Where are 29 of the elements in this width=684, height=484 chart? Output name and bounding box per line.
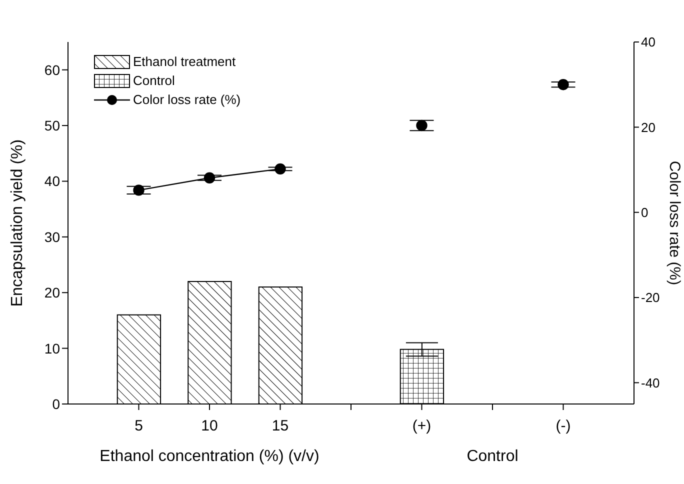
x-axis-title: Ethanol concentration (%) (v/v) xyxy=(98,448,320,466)
y2-tick-label: 0 xyxy=(641,204,648,220)
point xyxy=(204,172,216,184)
y2-axis-title: Color loss rate (%) xyxy=(665,160,684,288)
point xyxy=(558,78,569,90)
y-tick-label: 20 xyxy=(44,284,60,301)
point xyxy=(274,163,286,175)
y2-tick-label: -40 xyxy=(641,375,660,390)
y-tick-label: 40 xyxy=(44,173,60,190)
y2-tick-label: 40 xyxy=(641,34,656,50)
point xyxy=(133,184,144,196)
x-tick-label: (+) xyxy=(412,418,432,435)
x-tick-label: 5 xyxy=(134,418,143,435)
y-tick-label: 10 xyxy=(44,340,60,356)
y-tick-label: 0 xyxy=(52,396,60,412)
text: Control xyxy=(466,448,520,466)
legend-label: Color loss rate (%) xyxy=(133,92,241,107)
y-axis-title: Encapsulation yield (%) xyxy=(8,138,27,309)
legend-label: Control xyxy=(133,73,175,88)
legend-label: Ethanol treatment xyxy=(133,54,236,69)
x-tick-label: 10 xyxy=(201,418,218,435)
y2-tick-label: -20 xyxy=(641,290,660,306)
x-tick-label: 15 xyxy=(272,418,289,435)
y-tick-label: 50 xyxy=(44,118,60,134)
y-tick-label: 30 xyxy=(44,228,60,245)
point xyxy=(416,120,428,132)
y2-tick-label: 20 xyxy=(641,120,656,135)
x-tick-label: (-) xyxy=(556,418,571,435)
y-tick-label: 60 xyxy=(44,62,60,78)
